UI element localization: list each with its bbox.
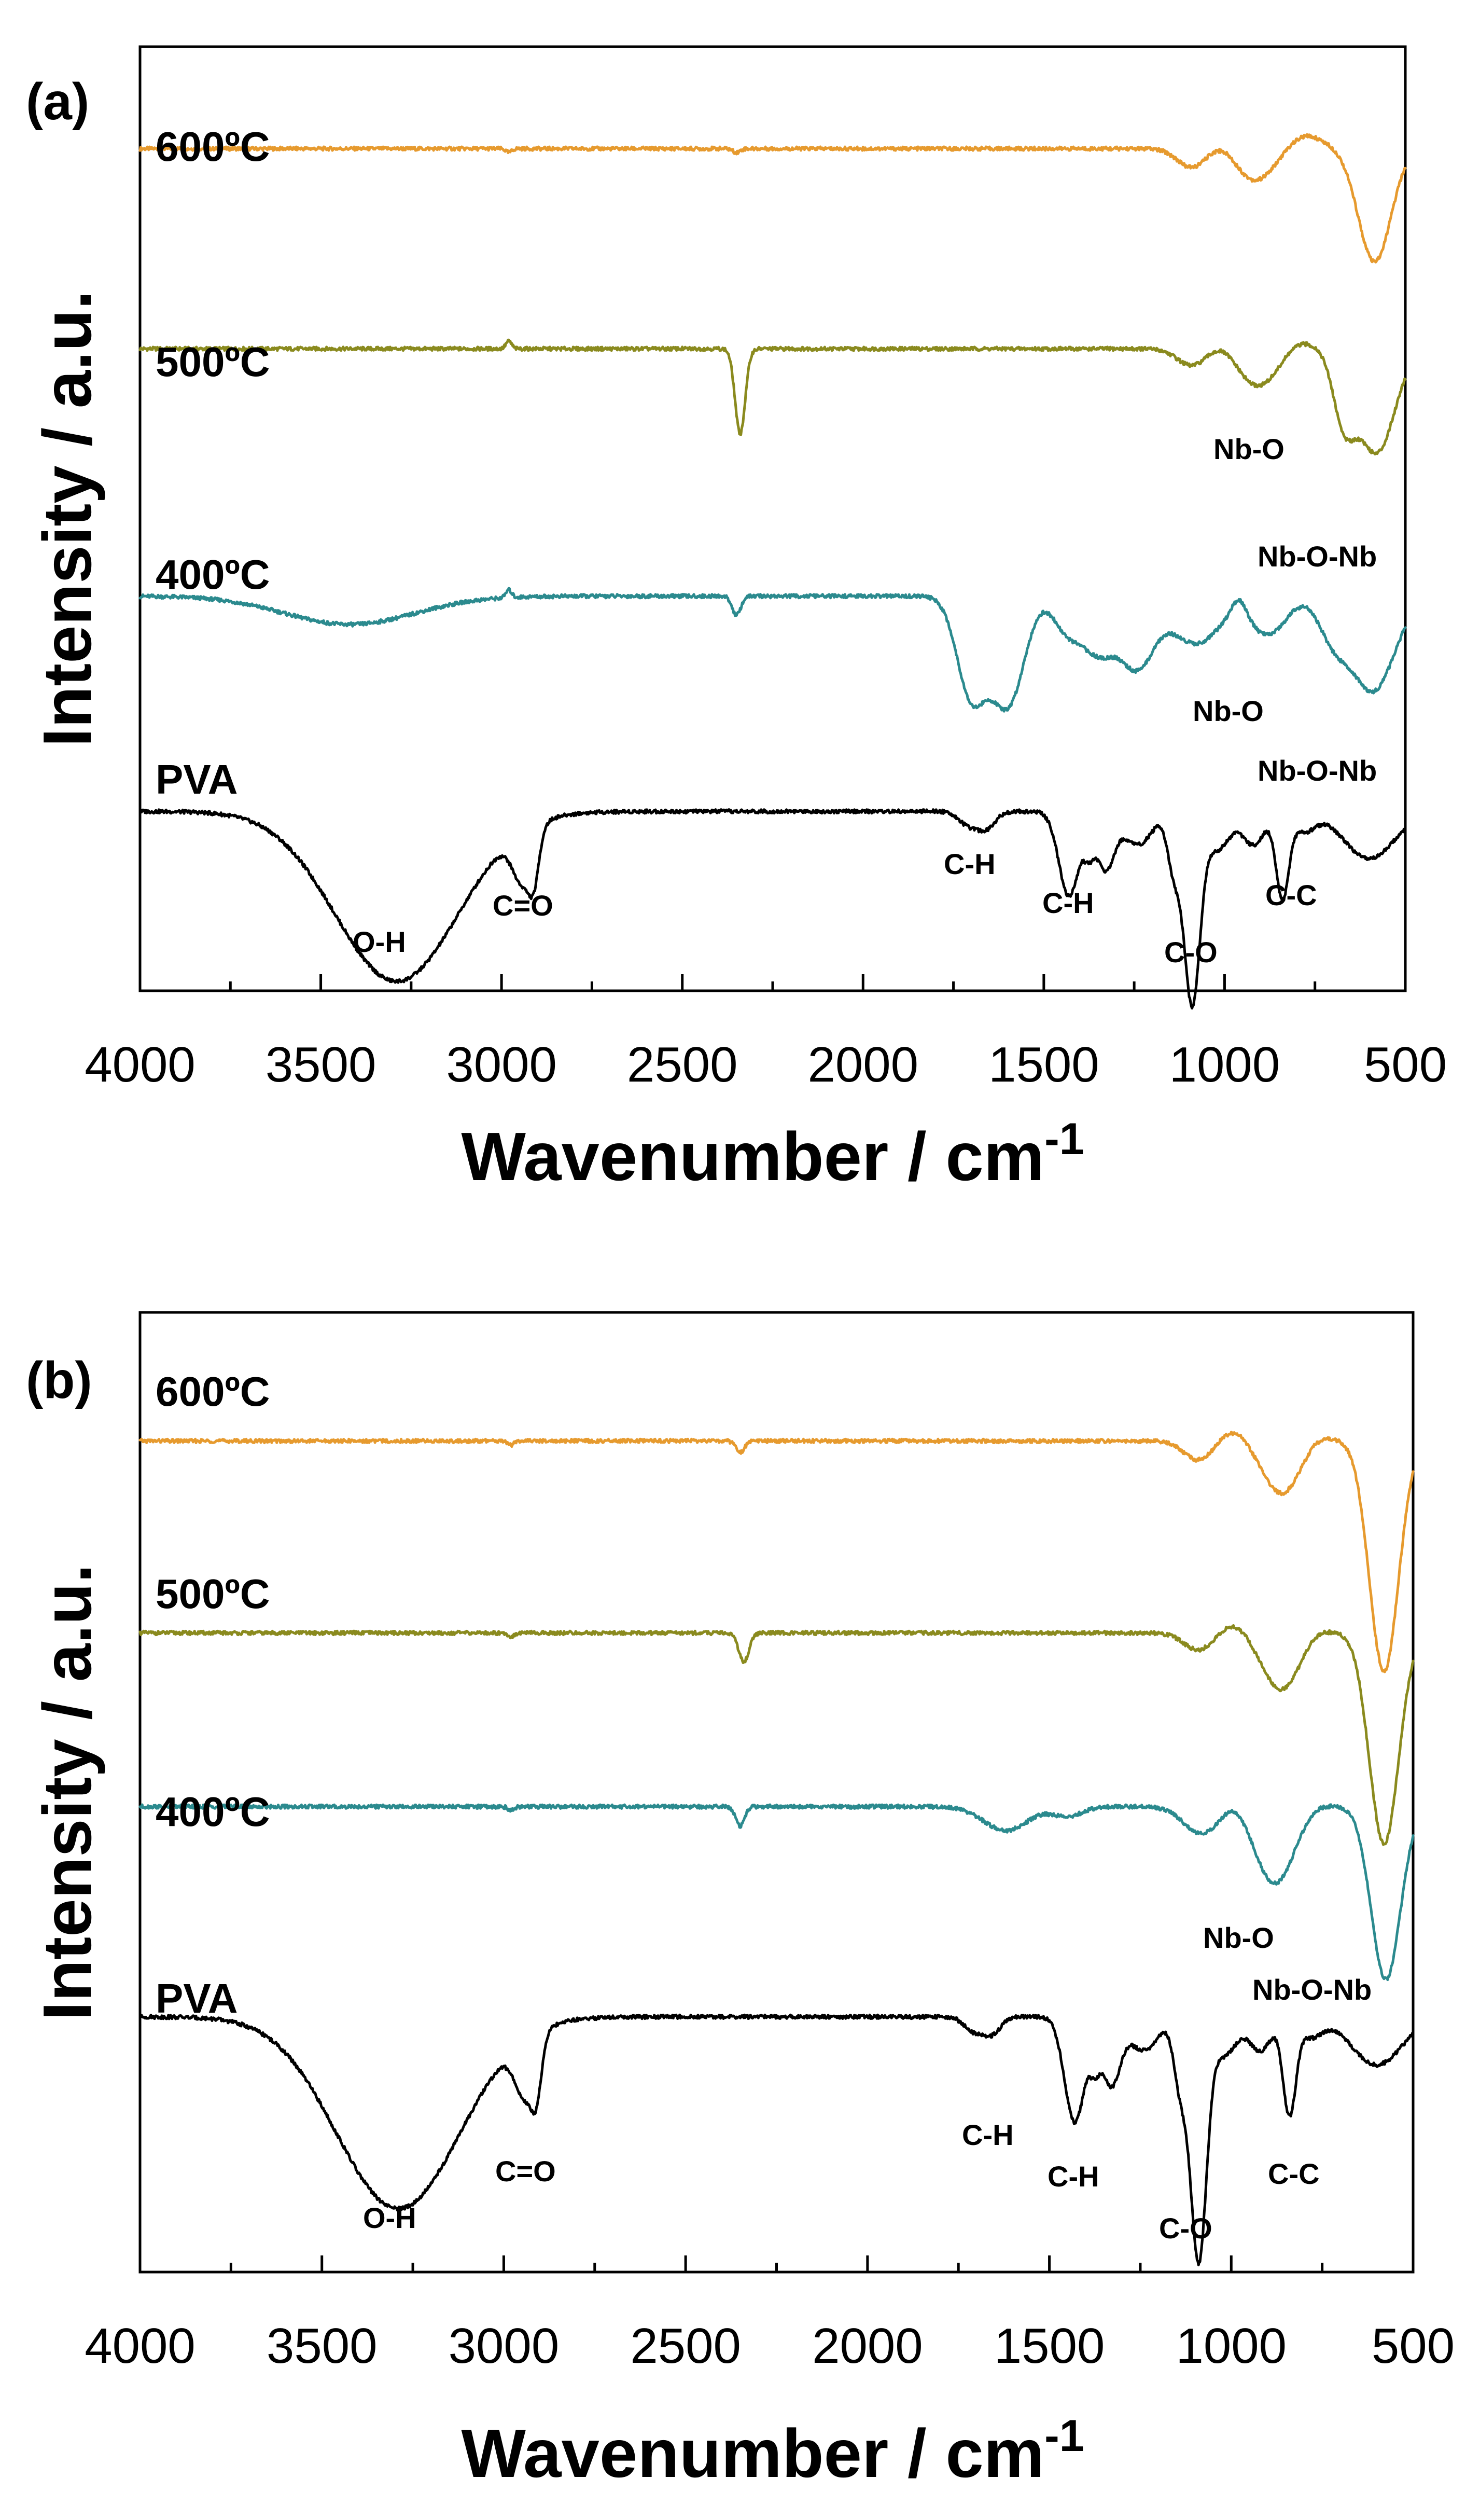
- x-tick-label: 3500: [267, 2318, 378, 2374]
- series-label-500-b: 500ºC: [156, 1571, 270, 1617]
- annotation-c-c-b: C-C: [1268, 2157, 1320, 2190]
- spectrum-line-600c: [138, 133, 1407, 264]
- plot-frame-b: [138, 1311, 1415, 2274]
- spectrum-line-400c: [138, 587, 1407, 713]
- x-axis-title-text-b: Wavenumber / cm: [461, 2415, 1044, 2491]
- x-tick-label: 2500: [627, 1037, 738, 1092]
- panel-b: 4000 3500 3000 2500 2000 1500 1000 500 (b) 600º…: [26, 1311, 1455, 2491]
- x-tick-label: 3500: [266, 1037, 376, 1092]
- annotation-c-o-a: C-O: [1164, 936, 1218, 968]
- spectrum-line-pva: [138, 2013, 1415, 2266]
- x-tick-label: 4000: [85, 2318, 196, 2374]
- annotation-c-h-2-b: C-H: [1048, 2160, 1099, 2193]
- annotation-o-h-b: O-H: [363, 2201, 416, 2234]
- annotation-nb-o-b: Nb-O: [1203, 1921, 1274, 1954]
- x-axis-title-text-a: Wavenumber / cm: [461, 1118, 1044, 1195]
- series-label-pva-a: PVA: [156, 756, 238, 802]
- y-axis-title-a: Intensity / a.u.: [29, 290, 105, 747]
- annotation-nb-o-nb-500-a: Nb-O-Nb: [1258, 540, 1377, 573]
- series-label-600-b: 600ºC: [156, 1368, 270, 1415]
- x-tick-label: 500: [1372, 2318, 1455, 2374]
- x-axis-title-b: Wavenumber / cm-1: [461, 2411, 1084, 2491]
- x-tick-label: 3000: [449, 2318, 560, 2374]
- annotation-nb-o-400-a: Nb-O: [1193, 695, 1264, 727]
- annotation-c-o-double-b: C=O: [495, 2155, 556, 2187]
- x-tick-label: 500: [1364, 1037, 1447, 1092]
- y-axis-title-b: Intensity / a.u.: [29, 1564, 105, 2020]
- annotation-nb-o-500-a: Nb-O: [1213, 433, 1284, 465]
- annotation-nb-o-nb-b: Nb-O-Nb: [1252, 1973, 1372, 2006]
- series-label-400-b: 400ºC: [156, 1789, 270, 1835]
- series-label-500-a: 500ºC: [156, 339, 270, 385]
- x-tick-label: 1000: [1169, 1037, 1280, 1092]
- spectrum-line-pva: [138, 808, 1407, 1010]
- spectrum-line-500c: [138, 338, 1407, 455]
- annotation-o-h-a: O-H: [353, 925, 406, 958]
- x-tick-label: 1000: [1176, 2318, 1287, 2374]
- spectrum-line-500c: [138, 1624, 1415, 1846]
- x-tick-label: 3000: [446, 1037, 557, 1092]
- series-label-600-a: 600ºC: [156, 123, 270, 170]
- x-axis-title-sup-a: -1: [1044, 1114, 1084, 1164]
- x-tick-label: 4000: [85, 1037, 196, 1092]
- spectrum-line-400c: [138, 1803, 1415, 1982]
- x-ticks-b: 4000 3500 3000 2500 2000 1500 1000 500: [85, 2255, 1455, 2374]
- annotation-c-o-double-a: C=O: [493, 889, 553, 922]
- panel-label-b: (b): [26, 1351, 92, 1409]
- x-tick-label: 1500: [994, 2318, 1105, 2374]
- x-ticks-a: 4000 3500 3000 2500 2000 1500 1000 500: [85, 974, 1447, 1092]
- annotation-nb-o-nb-400-a: Nb-O-Nb: [1258, 754, 1377, 787]
- annotation-c-h-1-a: C-H: [944, 848, 996, 880]
- curves-b: [138, 1431, 1415, 2266]
- panel-label-a: (a): [26, 73, 89, 131]
- x-tick-label: 2000: [812, 2318, 923, 2374]
- series-label-pva-b: PVA: [156, 1975, 238, 2021]
- panel-a: 4000 3500 3000 2500 2000 1500 1000 500 (a) 600º…: [26, 45, 1447, 1195]
- annotation-c-c-a: C-C: [1265, 879, 1317, 911]
- curves-a: [138, 133, 1407, 1010]
- x-axis-title-a: Wavenumber / cm-1: [461, 1114, 1084, 1195]
- x-axis-title-sup-b: -1: [1044, 2411, 1084, 2461]
- x-tick-label: 2000: [808, 1037, 919, 1092]
- x-tick-label: 1500: [988, 1037, 1099, 1092]
- annotation-c-o-b: C-O: [1159, 2212, 1212, 2245]
- annotation-c-h-2-a: C-H: [1042, 887, 1094, 919]
- series-label-400-a: 400ºC: [156, 551, 270, 598]
- x-tick-label: 2500: [630, 2318, 741, 2374]
- spectrum-line-600c: [138, 1431, 1415, 1673]
- annotation-c-h-1-b: C-H: [962, 2119, 1014, 2151]
